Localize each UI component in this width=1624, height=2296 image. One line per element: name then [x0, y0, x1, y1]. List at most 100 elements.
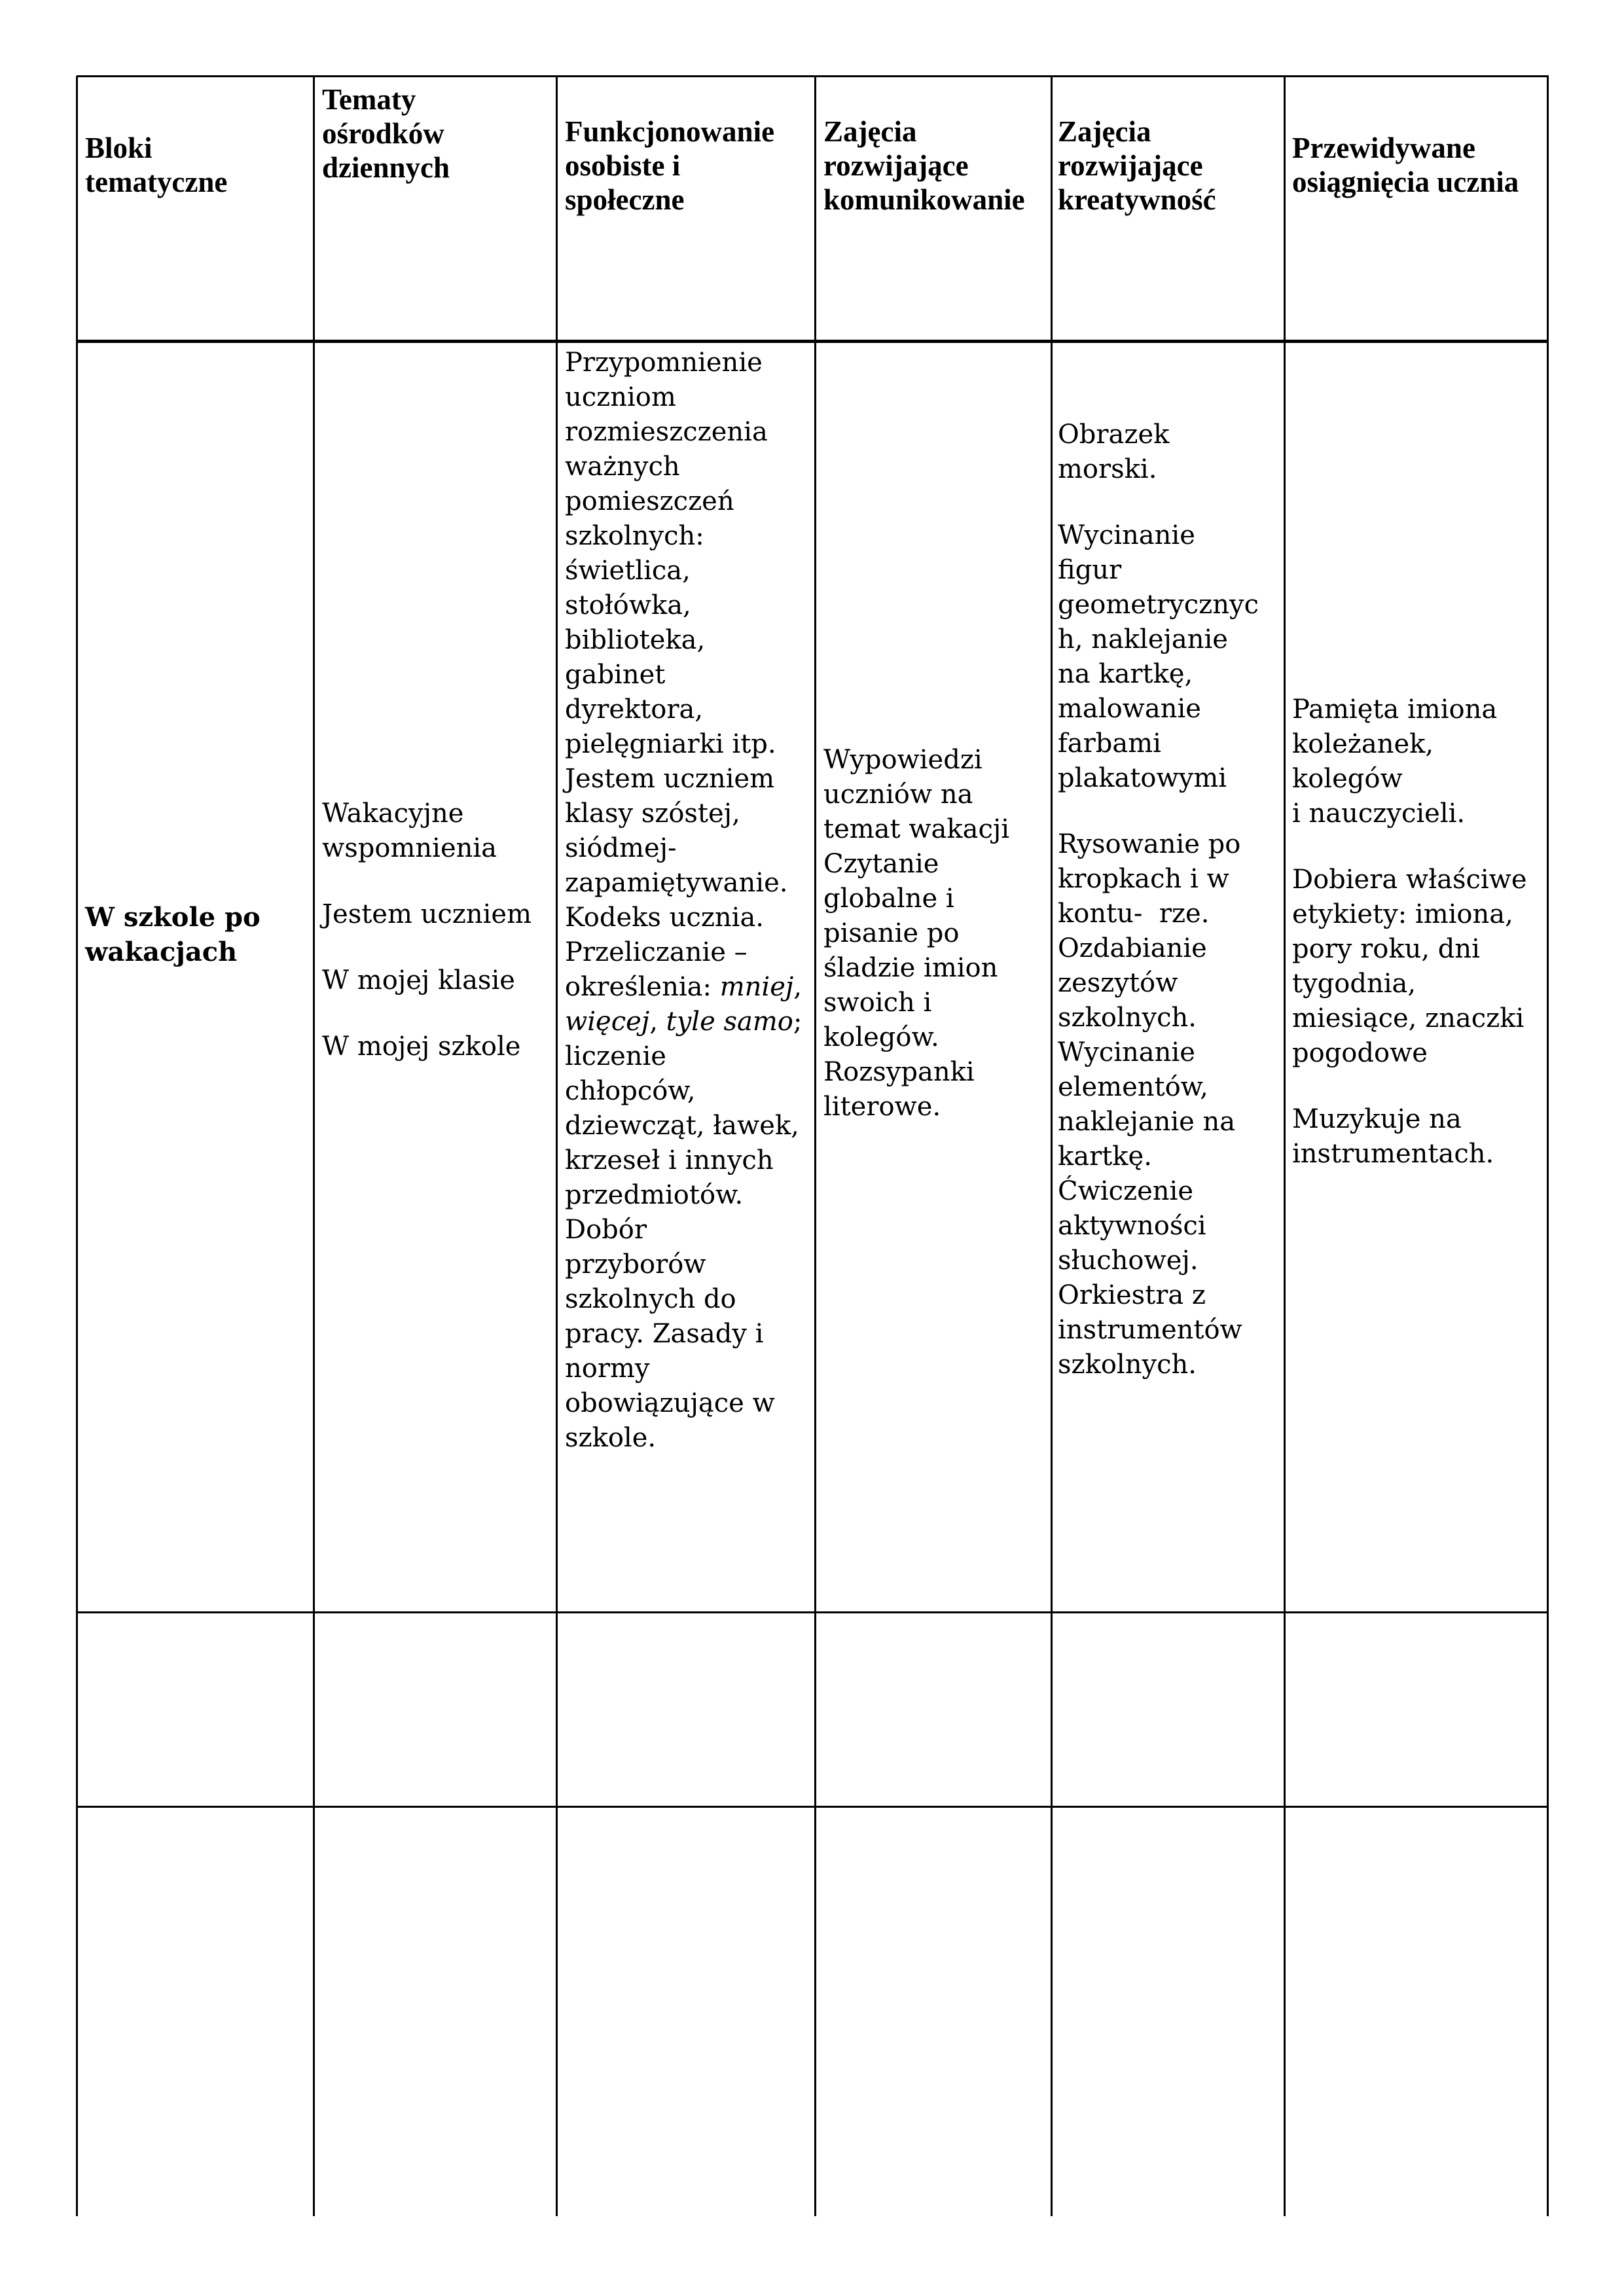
text-line: Wypowiedzi: [823, 745, 983, 775]
text-line: literowe.: [823, 1092, 941, 1122]
text-line: W mojej szkole: [322, 1031, 521, 1062]
text-line: uczniom: [565, 382, 676, 412]
header-funkcjonowanie: Funkcjonowanie osobiste i społeczne: [565, 115, 774, 217]
text-line: Muzykuje na: [1292, 1104, 1462, 1134]
text-line: siódmej-: [565, 833, 677, 863]
table-top-border: [77, 75, 1549, 77]
text-line: pracy. Zasady i: [565, 1319, 764, 1349]
text-line: przyborów: [565, 1249, 706, 1280]
text-line: pomieszczeń: [565, 486, 734, 516]
text-line: klasy szóstej,: [565, 798, 740, 829]
text-line: szkole.: [565, 1423, 657, 1453]
column-border: [814, 76, 816, 2216]
text-segment: ,: [649, 1007, 666, 1037]
text-line: ośrodków: [322, 117, 444, 150]
text-line: liczenie: [565, 1041, 666, 1071]
header-tematy-osrodkow: Tematy ośrodków dziennych: [322, 82, 450, 185]
text-line: kolegów: [1292, 764, 1403, 794]
text-line: Przeliczanie –: [565, 937, 748, 967]
text-line: zeszytów: [1058, 968, 1178, 998]
text-line: Czytanie: [823, 849, 939, 879]
text-line: figur: [1058, 555, 1122, 585]
cell-achievements: Pamięta imiona koleżanek, kolegów i nauczyc…: [1292, 692, 1527, 1172]
text-line: Dobiera właściwe: [1292, 865, 1527, 895]
column-border: [313, 76, 315, 2216]
text-line: określenia: mniej,: [565, 970, 802, 1005]
paragraph: W mojej klasie: [322, 963, 532, 998]
text-line: rozmieszczenia: [565, 417, 768, 447]
text-line: pory roku, dni: [1292, 934, 1480, 964]
text-line: szkolnych:: [565, 521, 704, 551]
text-line: h, naklejanie: [1058, 624, 1228, 655]
text-line: Rozsypanki: [823, 1057, 975, 1087]
row-2-bottom-border: [77, 1806, 1549, 1808]
paragraph: W mojej szkole: [322, 1030, 532, 1064]
text-line: szkolnych.: [1058, 1350, 1197, 1380]
text-line: dyrektora,: [565, 694, 704, 725]
text-line: Pamięta imiona: [1292, 694, 1498, 725]
text-line: kontu- rze.: [1058, 899, 1210, 929]
cell-personal-social: Przypomnienie uczniom rozmieszczenia ważnyc…: [565, 346, 802, 1456]
text-line: dziewcząt, ławek,: [565, 1111, 799, 1141]
text-line: globalne i: [823, 884, 954, 914]
text-line: normy: [565, 1354, 650, 1384]
text-line: obowiązujące w: [565, 1388, 775, 1418]
text-line: Wakacyjne: [322, 798, 464, 829]
column-border: [76, 76, 78, 2216]
text-line: uczniów na: [823, 780, 973, 810]
text-line: wspomnienia: [322, 833, 497, 863]
text-line: słuchowej.: [1058, 1246, 1199, 1276]
text-line: szkolnych.: [1058, 1003, 1197, 1033]
text-line: farbami: [1058, 728, 1161, 759]
text-line: naklejanie na: [1058, 1107, 1236, 1137]
text-line: Rysowanie po: [1058, 829, 1241, 859]
text-line: zapamiętywanie.: [565, 868, 788, 898]
column-border: [556, 76, 558, 2216]
text-line: więcej, tyle samo;: [565, 1005, 802, 1039]
text-line: Orkiestra z: [1058, 1280, 1206, 1310]
text-line: tematyczne: [85, 166, 228, 198]
text-segment: ,: [793, 972, 802, 1002]
text-line: pisanie po: [823, 918, 960, 948]
text-line: Bloki: [85, 132, 153, 164]
text-line: W szkole po: [85, 902, 261, 933]
text-line: rozwijające: [1058, 149, 1203, 182]
text-line: Zajęcia: [1058, 115, 1151, 148]
text-line: etykiety: imiona,: [1292, 899, 1513, 929]
paragraph: Rysowanie po kropkach i w kontu- rze. Ozdab…: [1058, 827, 1259, 1382]
header-osiagniecia: Przewidywane osiągnięcia ucznia: [1292, 131, 1519, 199]
text-line: elementów,: [1058, 1072, 1208, 1102]
text-line: osiągnięcia ucznia: [1292, 166, 1519, 198]
paragraph: Jestem uczniem: [322, 897, 532, 932]
text-line: pogodowe: [1292, 1038, 1428, 1068]
header-kreatywnosc: Zajęcia rozwijające kreatywność: [1058, 115, 1216, 217]
italic-text: więcej: [565, 1007, 650, 1037]
text-line: i nauczycieli.: [1292, 798, 1466, 829]
text-line: swoich i: [823, 988, 932, 1018]
cell-topics: Wakacyjne wspomnienia Jestem uczniem W moje…: [322, 797, 532, 1064]
text-line: rozwijające: [823, 149, 969, 182]
text-line: Dobór: [565, 1215, 647, 1245]
text-line: aktywności: [1058, 1211, 1206, 1241]
cell-creativity: Obrazek morski. Wycinanie figur geometryczny…: [1058, 418, 1259, 1382]
italic-text: mniej: [719, 972, 794, 1002]
paragraph: Wypowiedzi uczniów na temat wakacji Czytani…: [823, 743, 1009, 1124]
text-line: instrumentach.: [1292, 1139, 1494, 1169]
text-line: Jestem uczniem: [565, 764, 775, 794]
text-line: na kartkę,: [1058, 659, 1193, 689]
text-line: kartkę.: [1058, 1141, 1152, 1172]
text-line: przedmiotów.: [565, 1180, 744, 1210]
header-bottom-border: [77, 340, 1549, 343]
text-line: wakacjach: [85, 937, 238, 967]
text-line: Przewidywane: [1292, 132, 1475, 164]
paragraph: Wakacyjne wspomnienia: [322, 797, 532, 866]
paragraph: Obrazek morski.: [1058, 418, 1259, 487]
text-line: Tematy: [322, 83, 416, 116]
paragraph: Dobiera właściwe etykiety: imiona, pory ro…: [1292, 863, 1527, 1071]
column-border: [1051, 76, 1053, 2216]
paragraph: Muzykuje na instrumentach.: [1292, 1102, 1527, 1172]
text-line: kolegów.: [823, 1022, 939, 1052]
column-border: [1284, 76, 1286, 2216]
text-line: Przypomnienie: [565, 348, 763, 378]
paragraph: Wycinanie figur geometrycznyc h, naklejanie…: [1058, 518, 1259, 796]
